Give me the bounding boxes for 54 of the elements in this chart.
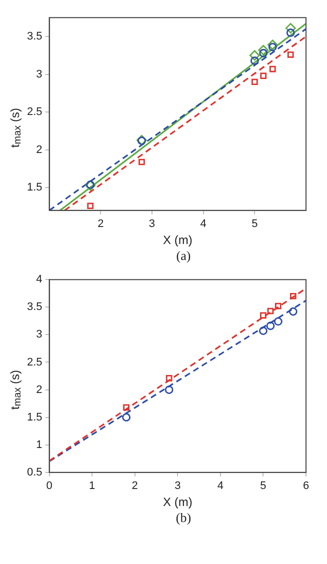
x-tick-label: 6: [302, 480, 310, 492]
point: [251, 78, 258, 86]
y-tick-label: 3.5: [26, 301, 42, 314]
x-axis-title: X (m): [162, 233, 192, 248]
point: [267, 40, 278, 50]
point: [285, 22, 296, 34]
y-tick-label: 1.5: [26, 411, 42, 424]
y-tick-label: 2: [36, 144, 42, 156]
y-tick-label: 4: [36, 274, 42, 286]
point: [275, 302, 282, 310]
x-tick-label: 2: [132, 480, 138, 492]
point: [269, 66, 276, 72]
point: [87, 202, 94, 210]
y-tick-label: 3: [36, 328, 42, 341]
point: [122, 413, 131, 422]
x-tick-label: 0: [46, 480, 52, 492]
y-tick-label: 2: [36, 384, 42, 396]
point: [268, 42, 277, 52]
y-tick-label: 1.5: [26, 182, 42, 194]
text: (b): [174, 510, 192, 526]
x-tick-label: 5: [260, 480, 266, 492]
y-tick-label: 3: [36, 68, 42, 80]
x-tick-label: 2: [98, 218, 104, 230]
point: [123, 404, 130, 411]
point: [259, 326, 268, 336]
point: [286, 28, 295, 37]
y-tick-label: 2.5: [26, 106, 42, 118]
x-axis-title: X (m): [162, 495, 192, 510]
point: [250, 56, 259, 65]
y-tick-label: 2.5: [26, 356, 42, 368]
point: [164, 386, 174, 394]
y-tick-label: 3.5: [26, 30, 42, 43]
point: [259, 48, 268, 58]
y-tick-label: 1: [36, 438, 42, 451]
point: [266, 322, 275, 330]
x-tick-label: 5: [252, 218, 258, 230]
point: [260, 312, 266, 319]
x-tick-label: 3: [148, 218, 156, 230]
point: [258, 44, 269, 56]
point: [267, 308, 274, 314]
point: [274, 317, 282, 326]
point: [287, 51, 294, 58]
point: [260, 72, 267, 79]
x-tick-label: 1: [89, 480, 96, 492]
point: [249, 50, 260, 61]
point: [138, 158, 145, 166]
x-tick-label: 4: [200, 218, 206, 230]
point: [288, 307, 298, 316]
text: (a): [175, 248, 192, 264]
point: [166, 375, 172, 382]
y-tick-label: 0.5: [26, 466, 42, 478]
x-tick-label: 4: [217, 480, 224, 492]
point: [290, 292, 296, 300]
x-tick-label: 3: [174, 480, 181, 492]
